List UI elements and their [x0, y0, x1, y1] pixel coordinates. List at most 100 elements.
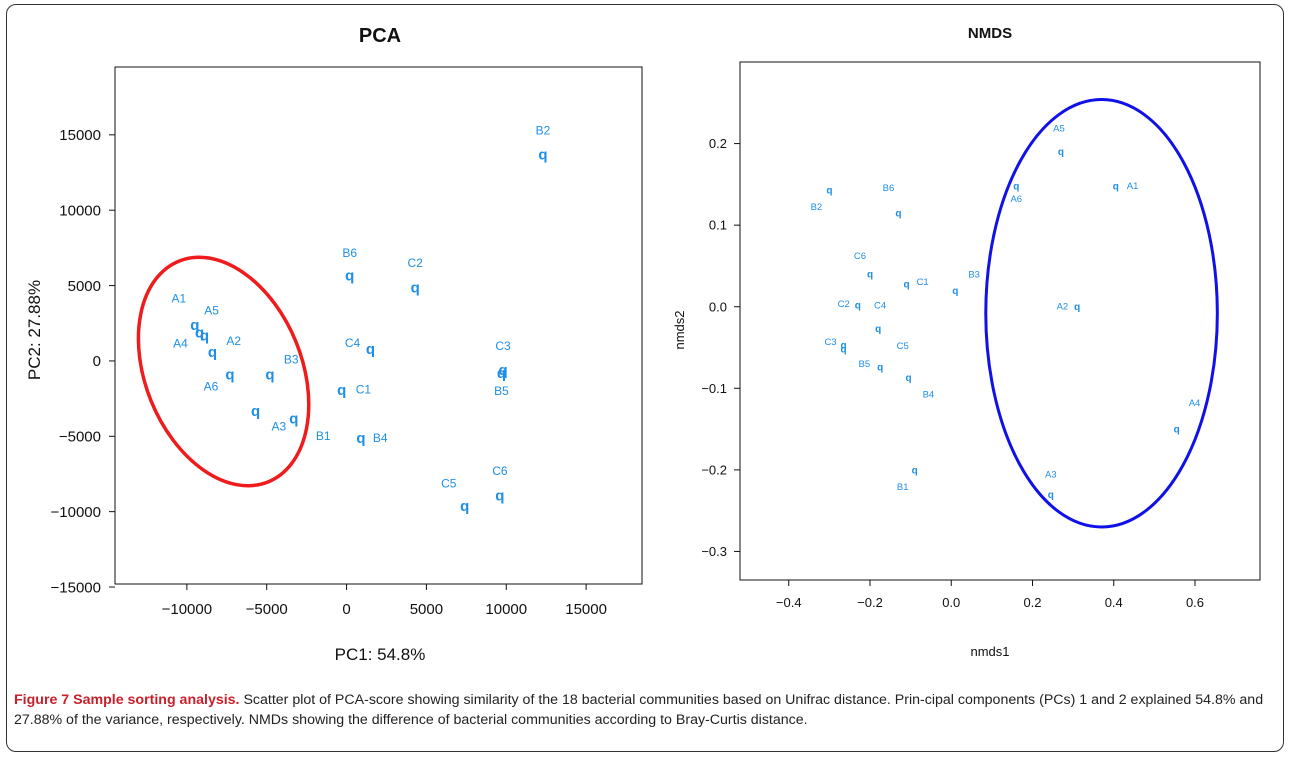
pca-point-B6: q	[345, 267, 354, 284]
pca-point-B4: q	[356, 430, 365, 447]
nmds-panel: NMDS nmds1 nmds2 −0.4 −0.2 0.0 0.2 0.4 0.6 −0.…	[672, 25, 1261, 659]
figure-frame	[6, 4, 1284, 752]
pca-label-B2: B2	[536, 123, 551, 137]
pca-point-C1: q	[337, 382, 346, 399]
pca-label-A3: A3	[272, 420, 287, 434]
nmds-point-A2: q	[1074, 302, 1080, 313]
pca-y-tick-label: −15000	[51, 579, 101, 596]
nmds-title: NMDS	[968, 25, 1012, 42]
nmds-point-A5: q	[1058, 147, 1064, 158]
caption-lead: Figure 7 Sample sorting analysis.	[14, 692, 240, 708]
nmds-point-B1: q	[912, 465, 918, 476]
pca-point-B5: q	[497, 365, 506, 382]
nmds-point-B2: q	[826, 186, 832, 197]
nmds-x-tick-label: −0.2	[857, 595, 883, 610]
pca-y-tick-label: 5000	[68, 278, 101, 295]
nmds-label-C6: C6	[854, 251, 866, 262]
nmds-label-A4: A4	[1189, 398, 1201, 409]
pca-x-tick-label: 5000	[410, 601, 443, 618]
pca-point-A2: q	[208, 344, 217, 361]
pca-x-tick-label: 0	[342, 601, 350, 618]
nmds-label-C2: C2	[838, 299, 850, 310]
pca-label-C1: C1	[356, 383, 372, 397]
nmds-y-tick-label: −0.3	[701, 544, 727, 559]
nmds-label-B5: B5	[859, 359, 871, 370]
nmds-point-B5: q	[877, 363, 883, 374]
nmds-point-C3: q	[841, 341, 847, 352]
nmds-plot-area	[739, 61, 1261, 581]
nmds-label-A6: A6	[1010, 194, 1022, 205]
nmds-x-tick-label: 0.0	[942, 595, 960, 610]
pca-point-B2: q	[538, 147, 547, 164]
pca-label-B5: B5	[494, 384, 509, 398]
nmds-point-A1: q	[1113, 181, 1119, 192]
nmds-point-C4: q	[875, 324, 881, 335]
pca-title: PCA	[359, 25, 401, 47]
pca-point-B1: q	[289, 410, 298, 427]
pca-x-tick-label: −5000	[246, 601, 288, 618]
pca-point-C3: q	[498, 362, 507, 379]
nmds-y-tick-label: −0.2	[701, 462, 727, 477]
nmds-label-B4: B4	[923, 390, 935, 401]
pca-y-tick-label: 15000	[59, 127, 101, 144]
pca-point-A5: q	[195, 325, 204, 342]
pca-label-A2: A2	[226, 334, 241, 348]
pca-x-axis-label: PC1: 54.8%	[335, 645, 426, 664]
pca-point-A4: q	[200, 328, 209, 345]
nmds-label-A3: A3	[1045, 469, 1057, 480]
nmds-point-B6: q	[895, 208, 901, 219]
nmds-label-C3: C3	[824, 337, 836, 348]
nmds-x-tick-label: −0.4	[776, 595, 802, 610]
nmds-point-A4: q	[1174, 425, 1180, 436]
pca-point-C2: q	[411, 279, 420, 296]
nmds-x-tick-label: 0.2	[1023, 595, 1041, 610]
nmds-label-A2: A2	[1057, 302, 1069, 313]
nmds-cluster-ellipse	[984, 98, 1219, 529]
pca-label-A6: A6	[204, 379, 219, 393]
pca-point-C4: q	[366, 341, 375, 358]
pca-cluster-ellipse	[136, 255, 311, 488]
nmds-y-tick-label: 0.1	[709, 218, 727, 233]
pca-label-B3: B3	[284, 352, 299, 366]
nmds-y-tick-label: −0.1	[701, 381, 727, 396]
nmds-label-C4: C4	[874, 301, 886, 312]
pca-x-tick-label: 10000	[485, 601, 527, 618]
pca-label-B4: B4	[373, 431, 388, 445]
nmds-y-tick-label: 0.0	[709, 299, 727, 314]
nmds-label-B6: B6	[883, 183, 895, 194]
pca-point-C6: q	[495, 487, 504, 504]
nmds-y-tick-label: 0.2	[709, 136, 727, 151]
pca-panel: PCA PC1: 54.8% PC2: 27.88% −10000 −5000 0 5…	[25, 25, 643, 664]
figure-caption: Figure 7 Sample sorting analysis. Scatte…	[14, 690, 1276, 730]
nmds-label-A5: A5	[1053, 124, 1065, 135]
nmds-point-C2: q	[855, 301, 861, 312]
nmds-point-C6: q	[867, 270, 873, 281]
pca-point-A6: q	[225, 367, 234, 384]
pca-point-C5: q	[460, 498, 469, 515]
pca-label-B1: B1	[316, 429, 331, 443]
nmds-point-A3: q	[1048, 490, 1054, 501]
nmds-label-A1: A1	[1127, 181, 1139, 192]
nmds-point-C5: q	[841, 345, 847, 356]
nmds-x-axis-label: nmds1	[970, 644, 1009, 659]
pca-point-B3: q	[265, 367, 274, 384]
nmds-label-C5: C5	[897, 341, 909, 352]
pca-plot-area	[114, 66, 643, 585]
nmds-label-B1: B1	[897, 482, 909, 493]
pca-x-tick-label: 15000	[565, 601, 607, 618]
pca-point-A3: q	[251, 403, 260, 420]
pca-label-C3: C3	[495, 339, 511, 353]
pca-point-A1: q	[190, 317, 199, 334]
pca-label-A5: A5	[204, 303, 219, 317]
pca-label-C6: C6	[492, 464, 508, 478]
nmds-label-B3: B3	[968, 269, 980, 280]
pca-x-tick-label: −10000	[162, 601, 212, 618]
pca-label-C4: C4	[345, 336, 361, 350]
figure-plots: PCA PC1: 54.8% PC2: 27.88% −10000 −5000 0 5…	[25, 25, 1261, 664]
pca-label-A4: A4	[173, 336, 188, 350]
nmds-point-C1: q	[904, 279, 910, 290]
nmds-y-axis-label: nmds2	[672, 310, 687, 349]
pca-y-tick-label: −5000	[59, 429, 101, 446]
nmds-label-B2: B2	[811, 202, 823, 213]
pca-y-tick-label: −10000	[51, 504, 101, 521]
